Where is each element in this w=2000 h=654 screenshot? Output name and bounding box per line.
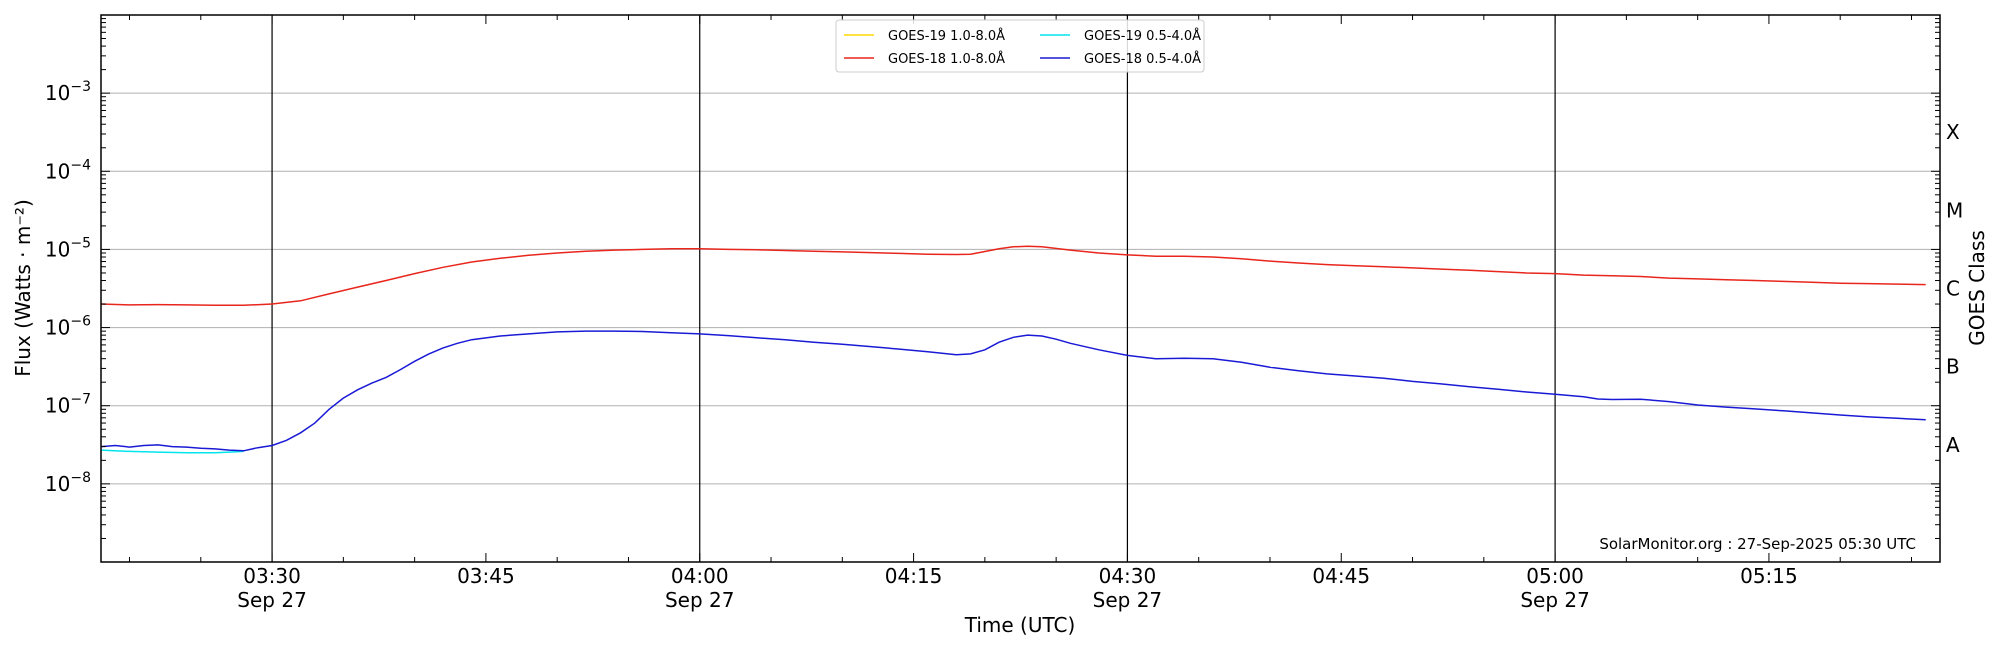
credit-text: SolarMonitor.org : 27-Sep-2025 05:30 UTC xyxy=(1599,535,1916,553)
legend-label: GOES-19 1.0-8.0Å xyxy=(888,28,1005,44)
x-tick-label: 05:15 xyxy=(1740,564,1798,588)
x-tick-date-label: Sep 27 xyxy=(1093,588,1163,612)
x-tick-label: 05:00 xyxy=(1526,564,1584,588)
y-axis-title: Flux (Watts · m⁻²) xyxy=(11,199,35,377)
goes-class-label: B xyxy=(1946,355,1960,379)
y-tick-label: 10−4 xyxy=(45,157,91,183)
goes-class-label: C xyxy=(1946,277,1960,301)
series-layer xyxy=(100,245,1926,454)
x-tick-label: 04:15 xyxy=(885,564,943,588)
goes-class-label: A xyxy=(1946,433,1960,457)
grid-layer xyxy=(101,92,1940,485)
x-tick-label: 04:30 xyxy=(1099,564,1157,588)
x-tick-date-label: Sep 27 xyxy=(237,588,307,612)
legend-label: GOES-18 0.5-4.0Å xyxy=(1084,51,1201,67)
y-tick-label: 10−6 xyxy=(45,314,91,340)
goes-class-label: X xyxy=(1946,120,1960,144)
series-line-3 xyxy=(100,330,1926,452)
x-tick-date-label: Sep 27 xyxy=(665,588,735,612)
x-tick-label: 04:00 xyxy=(671,564,729,588)
legend-box xyxy=(835,19,1205,73)
x-tick-date-label: Sep 27 xyxy=(1520,588,1590,612)
right-axis-title: GOES Class xyxy=(1965,230,1989,346)
y-tick-label: 10−3 xyxy=(45,79,91,105)
y-tick-label: 10−8 xyxy=(45,470,91,496)
legend-label: GOES-18 1.0-8.0Å xyxy=(888,51,1005,67)
x-tick-label: 03:45 xyxy=(457,564,515,588)
x-tick-label: 04:45 xyxy=(1312,564,1370,588)
plot-frame xyxy=(100,14,1941,563)
legend-label: GOES-19 0.5-4.0Å xyxy=(1084,28,1201,44)
y-tick-label: 10−7 xyxy=(45,392,91,418)
series-line-1 xyxy=(100,449,244,454)
series-line-2 xyxy=(100,245,1926,307)
x-axis-title: Time (UTC) xyxy=(964,613,1076,637)
x-tick-label: 03:30 xyxy=(243,564,301,588)
legend: GOES-19 1.0-8.0Å GOES-19 0.5-4.0Å GOES-18 … xyxy=(835,19,1205,73)
vertical-time-markers xyxy=(271,15,1556,562)
goes-class-label: M xyxy=(1946,198,1963,222)
y-tick-label: 10−5 xyxy=(45,235,91,261)
